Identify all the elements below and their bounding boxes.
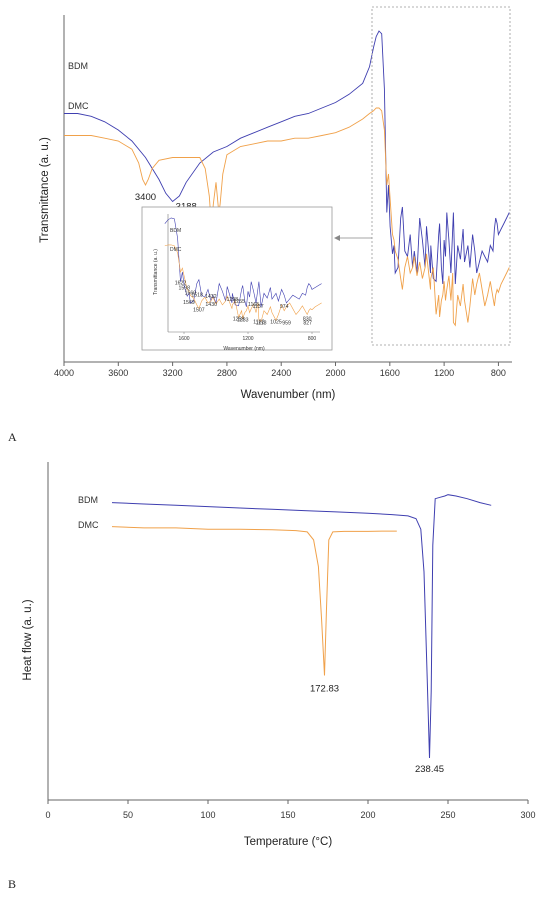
chart-a-inset-annotation: 1569 xyxy=(183,300,195,306)
chart-a-inset-annotation: 830 xyxy=(303,316,312,322)
chart-a-inset-x-tick-label: 1200 xyxy=(242,336,253,342)
chart-b-series xyxy=(111,494,492,759)
chart-a-inset-y-title: Transmittance (a. u.) xyxy=(153,249,159,295)
chart-a-inset-x-title: Wavenumber (nm) xyxy=(223,346,265,352)
chart-b-x-tick-label: 0 xyxy=(45,810,50,820)
chart-a-zoom-arrowhead xyxy=(334,235,340,241)
chart-a-x-tick-label: 3200 xyxy=(163,368,183,378)
chart-a-inset-label-dmc: DMC xyxy=(170,247,182,253)
chart-a-inset-annotation: 959 xyxy=(282,320,291,326)
chart-a-inset-frame xyxy=(141,206,333,351)
chart-b-x-tick-label: 300 xyxy=(520,810,535,820)
chart-a-inset-annotation: 1560 xyxy=(185,290,197,296)
chart-a-inset-x-tick-label: 800 xyxy=(308,336,317,342)
chart-b-x-tick-label: 200 xyxy=(360,810,375,820)
chart-a-inset-x-tick-label: 1600 xyxy=(178,336,189,342)
chart-a-x-tick-label: 3600 xyxy=(108,368,128,378)
chart-a-x-tick-label: 4000 xyxy=(54,368,74,378)
chart-a-inset-annotation: 1430 xyxy=(205,302,217,308)
chart-b-x-ticks: 0 50 100 150 200 250 300 xyxy=(45,800,536,820)
chart-a-x-axis-title: Wavenumber (nm) xyxy=(241,389,336,401)
chart-b-line-bdm xyxy=(111,494,492,759)
chart-a-inset-annotation: 1622 xyxy=(175,281,187,287)
chart-b-x-tick-label: 150 xyxy=(280,810,295,820)
chart-a-inset-annotation: 1432 xyxy=(205,294,217,300)
chart-a-x-tick-label: 2000 xyxy=(325,368,345,378)
chart-a-annotation: 3400 xyxy=(135,192,156,203)
chart-a-inset-annotation: 1132 xyxy=(253,319,264,325)
chart-b-y-axis-title: Heat flow (a. u.) xyxy=(22,599,34,680)
chart-a-x-tick-label: 2800 xyxy=(217,368,237,378)
chart-b-x-tick-label: 250 xyxy=(440,810,455,820)
chart-a-inset-annotation: 1259 xyxy=(233,316,245,322)
chart-b-line-dmc xyxy=(111,526,397,676)
chart-b-x-tick-label: 50 xyxy=(123,810,133,820)
chart-a-inset-annotation: 1255 xyxy=(233,299,245,305)
chart-a-inset-annotation: 1118 xyxy=(256,320,267,326)
chart-a-x-tick-label: 2400 xyxy=(271,368,291,378)
chart-a-inset-series xyxy=(164,217,322,322)
chart-a-inset-line-bdm xyxy=(164,217,322,307)
panel-label-b: B xyxy=(8,877,16,891)
chart-b-annotation: 238.45 xyxy=(415,764,444,775)
chart-a-inset-label-bdm: BDM xyxy=(170,228,181,234)
chart-a-x-ticks: 4000 3600 3200 2800 2400 2000 1600 1200 800 xyxy=(54,362,506,378)
chart-a-zoom-box xyxy=(371,6,511,346)
chart-b-annotations: 172.83 238.45 xyxy=(310,684,444,775)
chart-b-annotation: 172.83 xyxy=(310,684,339,695)
chart-a-inset-annotation: 1507 xyxy=(193,308,205,314)
chart-a-inset-annotation: 1165 xyxy=(248,302,259,308)
chart-a-inset-annotation: 974 xyxy=(280,304,289,310)
chart-a-inset-annotation: 1137 xyxy=(253,304,264,310)
chart-a-series xyxy=(64,30,510,327)
chart-a-series-label-dmc: DMC xyxy=(68,101,89,111)
chart-a-y-axis-title: Transmittance (a. u.) xyxy=(39,137,51,243)
chart-a-inset-annotation: 827 xyxy=(303,320,312,326)
chart-a-inset-annotation: 1025 xyxy=(270,319,282,325)
chart-b-series-label-dmc: DMC xyxy=(78,520,99,530)
chart-a-x-tick-label: 800 xyxy=(491,368,506,378)
panel-label-a: A xyxy=(8,430,17,444)
chart-a-inset-annotation: 1598 xyxy=(179,286,191,292)
chart-a-inset-line-dmc xyxy=(164,244,322,322)
chart-a-x-tick-label: 1200 xyxy=(434,368,454,378)
chart-a-x-tick-label: 1600 xyxy=(380,368,400,378)
chart-b-x-tick-label: 100 xyxy=(200,810,215,820)
chart-a-series-label-bdm: BDM xyxy=(68,61,88,71)
chart-b-x-axis-title: Temperature (°C) xyxy=(244,836,332,848)
chart-a-inset-x-ticks: 1600 1200 800 xyxy=(178,332,316,342)
chart-a-inset-annotation: 1233 xyxy=(237,317,249,323)
chart-a-line-bdm xyxy=(64,30,510,285)
chart-a-inset-annotation: 1518 xyxy=(191,292,203,298)
chart-a-line-dmc xyxy=(64,107,510,327)
chart-a-inset-annotation: 1298 xyxy=(227,297,239,303)
chart-b-series-label-bdm: BDM xyxy=(78,495,98,505)
